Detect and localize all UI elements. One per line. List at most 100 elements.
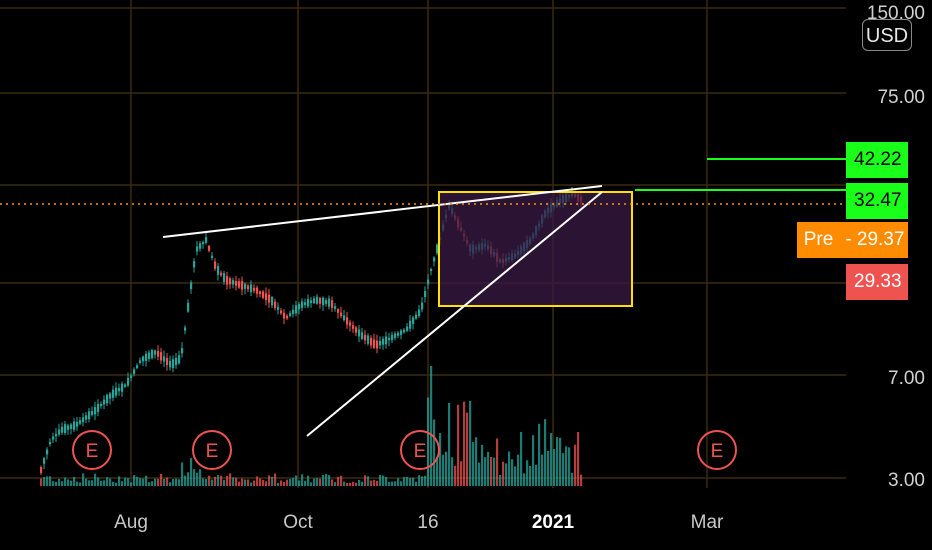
volume-bar (496, 438, 499, 486)
volume-bar (172, 479, 175, 486)
volume-bar (487, 451, 490, 486)
volume-bar (481, 444, 484, 486)
volume-bar (52, 481, 55, 486)
volume-bar (304, 480, 307, 486)
volume-bar (343, 481, 346, 486)
candle-body (334, 306, 337, 309)
volume-bar (64, 477, 67, 486)
candle-body (286, 315, 289, 319)
candle-body (55, 433, 58, 437)
volume-bar (184, 475, 187, 486)
volume-bar (364, 475, 367, 486)
candle-body (130, 375, 133, 378)
candle-body (316, 296, 319, 304)
candle-body (163, 356, 166, 362)
candle-body (211, 255, 214, 258)
volume-bar (535, 464, 538, 486)
volume-bar (469, 400, 472, 486)
volume-bar (151, 481, 154, 486)
candle-body (220, 272, 223, 276)
volume-bar (220, 475, 223, 486)
volume-bar (532, 435, 535, 486)
candle-body (223, 273, 226, 282)
volume-bar (484, 457, 487, 486)
volume-bar (451, 457, 454, 486)
volume-bar (457, 404, 460, 486)
candle-body (349, 322, 352, 326)
volume-bar (73, 476, 76, 486)
volume-bar (58, 478, 61, 486)
earnings-marker (72, 430, 112, 470)
volume-bar (349, 482, 352, 486)
volume-bar (94, 473, 97, 486)
candle-body (136, 365, 139, 369)
earnings-marker-label: E (86, 441, 99, 462)
volume-bar (547, 450, 550, 486)
candle-body (382, 338, 385, 345)
candle-body (160, 352, 163, 361)
volume-bar (409, 477, 412, 486)
volume-bar (286, 479, 289, 486)
candle-body (142, 356, 145, 362)
candle-body (214, 261, 217, 269)
candle-body (358, 329, 361, 337)
x-axis-labels: Aug Oct 16 2021 Mar (114, 512, 724, 533)
volume-bar (367, 476, 370, 486)
volume-bar (154, 478, 157, 486)
volume-bar (418, 475, 421, 486)
candle-body (370, 337, 373, 346)
candle-body (85, 415, 88, 420)
candle-body (292, 309, 295, 315)
candle-body (109, 393, 112, 399)
candle-body (262, 291, 265, 298)
candle-body (175, 357, 178, 366)
volume-bar (100, 480, 103, 486)
volume-bar (322, 475, 325, 486)
earnings-marker (192, 430, 232, 470)
volume-bar (46, 476, 49, 486)
volume-bar (226, 475, 229, 486)
volume-bar (340, 475, 343, 486)
volume-bar (187, 472, 190, 486)
volume-bar (544, 419, 547, 486)
volume-bars (40, 366, 583, 486)
earnings-marker-label: E (711, 441, 724, 462)
volume-bar (406, 476, 409, 486)
candle-body (208, 246, 211, 251)
volume-bar (337, 476, 340, 486)
volume-bar (376, 480, 379, 486)
volume-bar (139, 478, 142, 486)
candle-body (217, 266, 220, 275)
candle-body (205, 237, 208, 243)
volume-bar (556, 437, 559, 486)
volume-bar (373, 479, 376, 486)
candle-body (166, 358, 169, 365)
y-tick-label: 150.00 (867, 3, 925, 24)
candle-body (187, 302, 190, 312)
candle-body (337, 309, 340, 313)
currency-button[interactable]: USD (862, 19, 912, 51)
volume-bar (256, 476, 259, 486)
volume-bar (247, 479, 250, 486)
volume-bar (133, 475, 136, 486)
candle-body (271, 297, 274, 306)
volume-bar (328, 475, 331, 486)
candle-body (346, 317, 349, 325)
volume-bar (232, 477, 235, 486)
volume-bar (514, 466, 517, 486)
volume-bar (550, 433, 553, 486)
candle-body (112, 389, 115, 398)
volume-bar (40, 478, 43, 486)
volume-bar (442, 454, 445, 486)
volume-bar (97, 477, 100, 486)
volume-bar (541, 454, 544, 486)
volume-bar (493, 457, 496, 486)
x-tick-label: Oct (283, 512, 313, 533)
volume-bar (565, 446, 568, 486)
premarket-price: - 29.37 (845, 229, 905, 250)
volume-bar (112, 481, 115, 486)
candle-body (139, 360, 142, 363)
candle-body (319, 297, 322, 304)
